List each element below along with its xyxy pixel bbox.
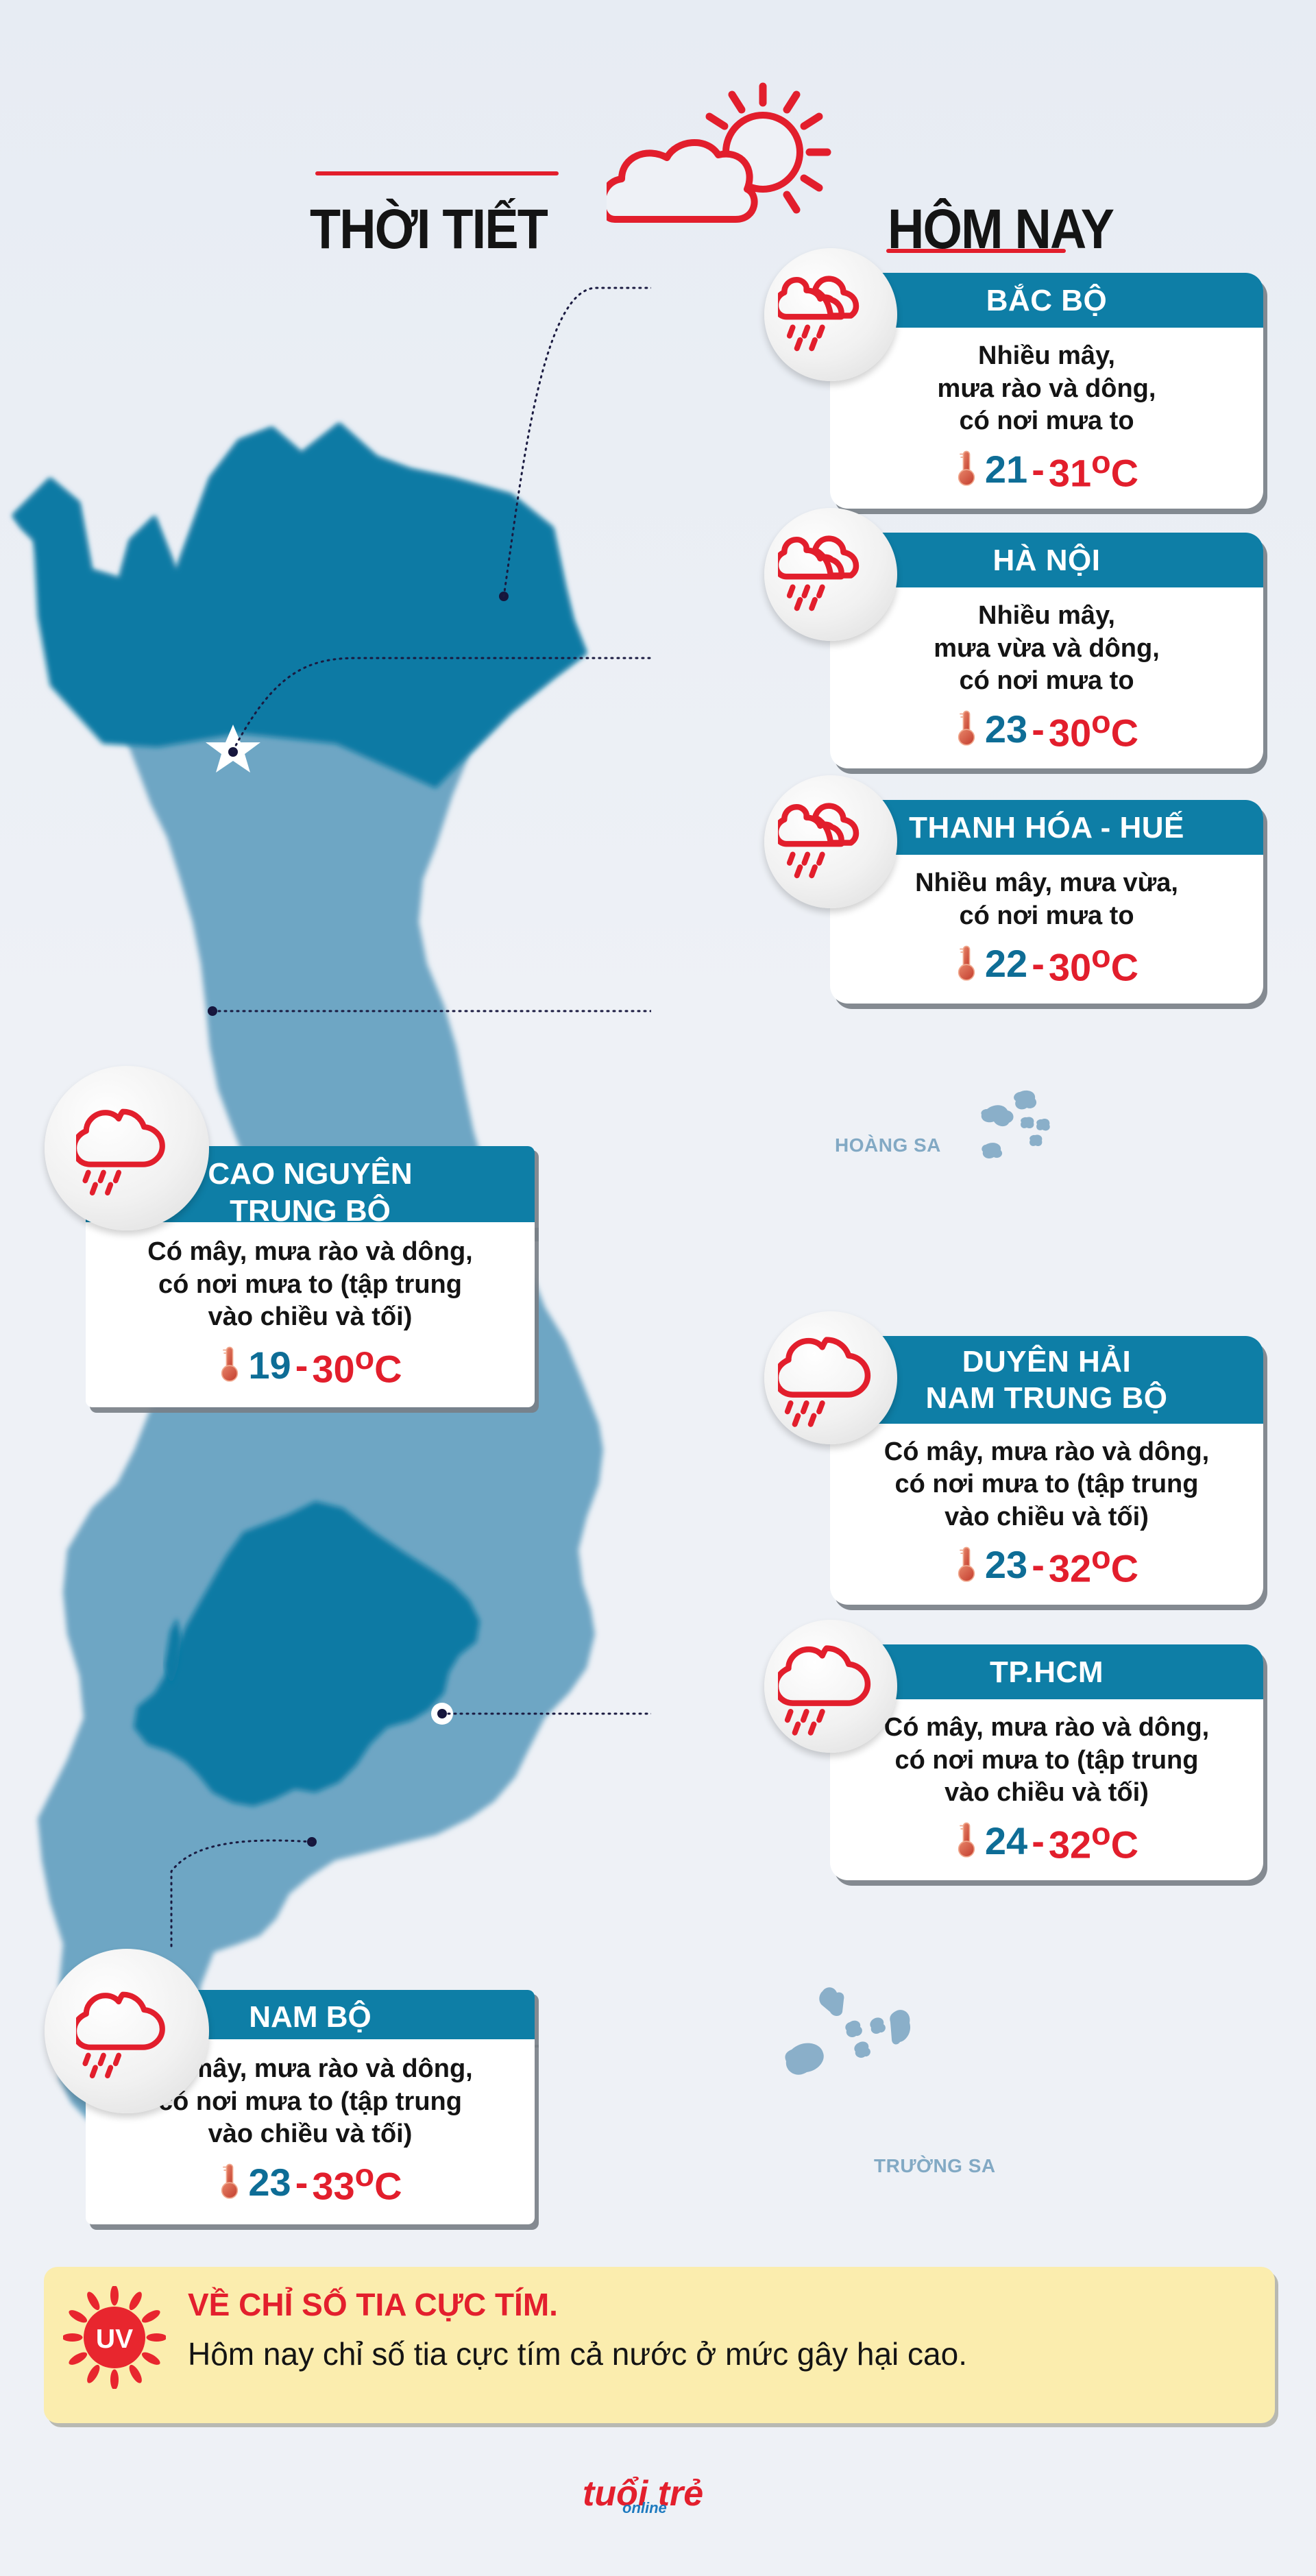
svg-text:UV: UV <box>96 2324 133 2354</box>
svg-text:online: online <box>622 2499 667 2516</box>
